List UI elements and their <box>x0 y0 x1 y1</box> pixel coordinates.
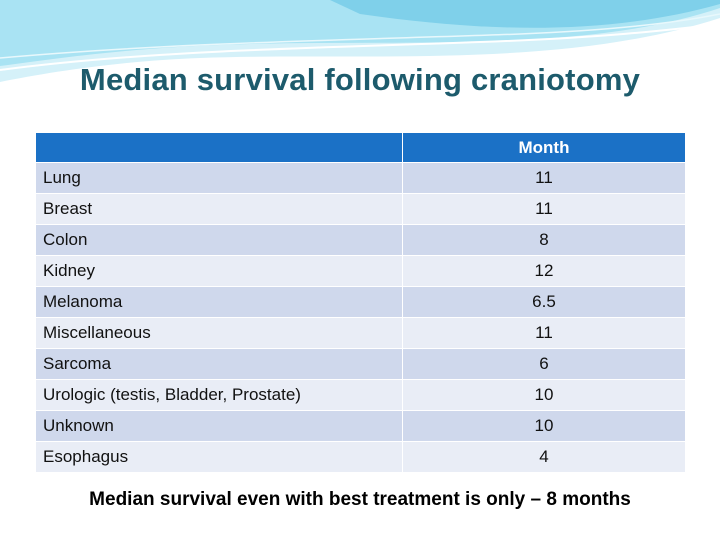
row-month-value: 10 <box>402 379 686 411</box>
row-month-value: 11 <box>402 193 686 225</box>
table-row: Kidney 12 <box>35 255 686 287</box>
row-month-value: 8 <box>402 224 686 256</box>
table-row: Lung 11 <box>35 162 686 194</box>
row-label: Unknown <box>35 410 403 442</box>
table-row: Sarcoma 6 <box>35 348 686 380</box>
header-wave-decoration <box>0 0 720 82</box>
row-label: Breast <box>35 193 403 225</box>
table-header-row: Month <box>35 132 686 163</box>
slide-title: Median survival following craniotomy <box>79 62 641 97</box>
table-row: Miscellaneous 11 <box>35 317 686 349</box>
row-month-value: 6 <box>402 348 686 380</box>
row-label: Sarcoma <box>35 348 403 380</box>
survival-table: Month Lung 11 Breast 11 Colon 8 Kidney 1… <box>35 132 686 473</box>
row-label: Kidney <box>35 255 403 287</box>
row-label: Miscellaneous <box>35 317 403 349</box>
row-label: Esophagus <box>35 441 403 473</box>
table-row: Unknown 10 <box>35 410 686 442</box>
table-row: Urologic (testis, Bladder, Prostate) 10 <box>35 379 686 411</box>
slide-footer-note: Median survival even with best treatment… <box>89 489 631 510</box>
row-month-value: 10 <box>402 410 686 442</box>
table-row: Colon 8 <box>35 224 686 256</box>
table-row: Melanoma 6.5 <box>35 286 686 318</box>
table-row: Breast 11 <box>35 193 686 225</box>
row-month-value: 6.5 <box>402 286 686 318</box>
row-month-value: 12 <box>402 255 686 287</box>
row-label: Urologic (testis, Bladder, Prostate) <box>35 379 403 411</box>
header-month: Month <box>402 132 686 163</box>
row-label: Lung <box>35 162 403 194</box>
row-month-value: 11 <box>402 162 686 194</box>
table-row: Esophagus 4 <box>35 441 686 473</box>
row-month-value: 11 <box>402 317 686 349</box>
row-label: Melanoma <box>35 286 403 318</box>
row-label: Colon <box>35 224 403 256</box>
header-cancer-type <box>35 132 403 163</box>
row-month-value: 4 <box>402 441 686 473</box>
